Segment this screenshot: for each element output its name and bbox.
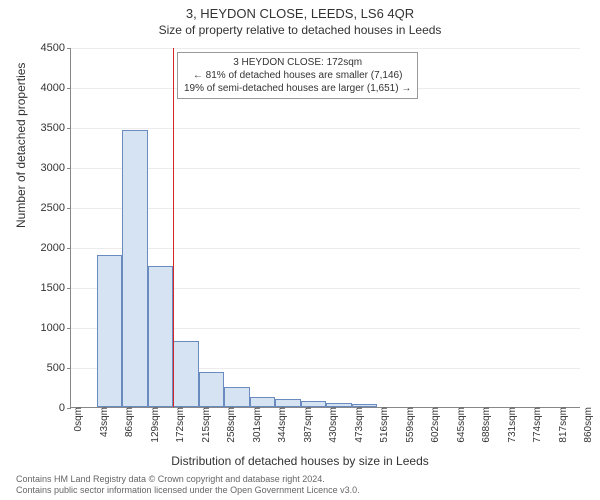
x-tick-label: 860sqm: [583, 407, 594, 443]
chart-subtitle: Size of property relative to detached ho…: [0, 23, 600, 37]
x-tick-label: 817sqm: [558, 407, 569, 443]
x-tick-label: 559sqm: [405, 407, 416, 443]
gridline: [71, 48, 580, 49]
annotation-line: ← 81% of detached houses are smaller (7,…: [184, 69, 411, 82]
x-tick-label: 645sqm: [456, 407, 467, 443]
x-tick-label: 731sqm: [507, 407, 518, 443]
x-tick-label: 473sqm: [354, 407, 365, 443]
histogram-bar: [199, 372, 225, 407]
x-tick-label: 0sqm: [73, 407, 84, 431]
y-tick-label: 4000: [41, 82, 71, 94]
x-tick-label: 774sqm: [532, 407, 543, 443]
histogram-bar: [122, 130, 148, 407]
x-tick-label: 688sqm: [481, 407, 492, 443]
reference-line: [173, 48, 174, 407]
histogram-bar: [148, 266, 174, 407]
attribution-footer: Contains HM Land Registry data © Crown c…: [16, 474, 360, 497]
x-tick-label: 129sqm: [150, 407, 161, 443]
annotation-line: 19% of semi-detached houses are larger (…: [184, 82, 411, 95]
y-tick-label: 4500: [41, 42, 71, 54]
y-tick-label: 0: [59, 402, 71, 414]
y-tick-label: 3000: [41, 162, 71, 174]
footer-line-2: Contains public sector information licen…: [16, 485, 360, 496]
y-tick-label: 500: [47, 362, 71, 374]
x-tick-label: 602sqm: [430, 407, 441, 443]
annotation-line: 3 HEYDON CLOSE: 172sqm: [184, 56, 411, 69]
y-tick-label: 1000: [41, 322, 71, 334]
y-tick-label: 1500: [41, 282, 71, 294]
annotation-box: 3 HEYDON CLOSE: 172sqm← 81% of detached …: [177, 52, 418, 99]
chart-main-title: 3, HEYDON CLOSE, LEEDS, LS6 4QR: [0, 6, 600, 21]
histogram-bar: [275, 399, 301, 407]
histogram-bar: [173, 341, 199, 407]
y-axis-title: Number of detached properties: [14, 63, 28, 228]
y-tick-label: 2500: [41, 202, 71, 214]
footer-line-1: Contains HM Land Registry data © Crown c…: [16, 474, 360, 485]
x-tick-label: 86sqm: [124, 407, 135, 437]
chart-plot-area: 0500100015002000250030003500400045000sqm…: [70, 48, 580, 408]
histogram-bar: [224, 387, 250, 407]
x-tick-label: 258sqm: [226, 407, 237, 443]
x-tick-label: 43sqm: [99, 407, 110, 437]
x-tick-label: 430sqm: [328, 407, 339, 443]
gridline: [71, 128, 580, 129]
y-tick-label: 2000: [41, 242, 71, 254]
x-tick-label: 344sqm: [277, 407, 288, 443]
x-tick-label: 301sqm: [252, 407, 263, 443]
x-tick-label: 387sqm: [303, 407, 314, 443]
plot-box: 0500100015002000250030003500400045000sqm…: [70, 48, 580, 408]
x-axis-title: Distribution of detached houses by size …: [0, 454, 600, 468]
x-tick-label: 172sqm: [175, 407, 186, 443]
histogram-bar: [97, 255, 123, 407]
y-tick-label: 3500: [41, 122, 71, 134]
histogram-bar: [250, 397, 276, 407]
x-tick-label: 215sqm: [201, 407, 212, 443]
x-tick-label: 516sqm: [379, 407, 390, 443]
